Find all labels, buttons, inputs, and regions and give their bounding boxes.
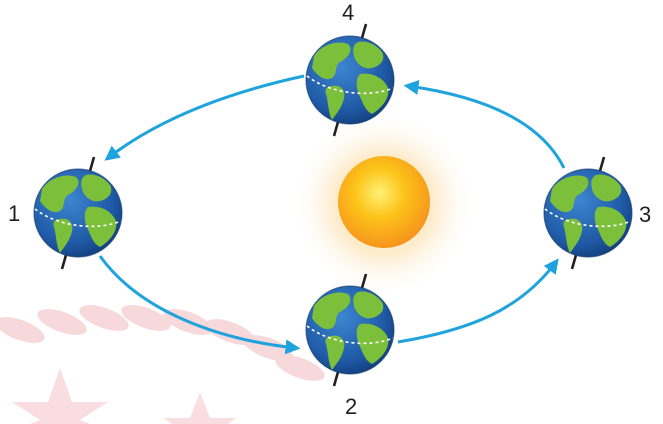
earth-globe-icon xyxy=(542,155,634,271)
watermark-star-left xyxy=(12,368,108,424)
position-label-4: 4 xyxy=(342,0,354,25)
watermark-star-right xyxy=(164,392,236,424)
orbit-arrows xyxy=(98,74,566,355)
earth-position-2: 2 xyxy=(304,272,396,419)
watermark xyxy=(0,305,325,424)
orbit-arrow-2-to-3 xyxy=(397,258,559,344)
position-label-2: 2 xyxy=(345,394,357,419)
orbit-arrow-4-to-1 xyxy=(104,74,305,161)
orbit-arrow-1-to-2 xyxy=(98,255,301,355)
earth-globe-icon xyxy=(32,155,124,271)
watermark-rope xyxy=(0,305,325,381)
position-label-1: 1 xyxy=(8,201,20,226)
orbit-arrow-3-to-4 xyxy=(403,80,566,169)
earth-position-3: 3 xyxy=(542,155,651,271)
earth-position-4: 4 xyxy=(304,0,396,138)
earth-position-1: 1 xyxy=(8,155,124,271)
position-label-3: 3 xyxy=(639,202,651,227)
sun-icon xyxy=(292,112,476,296)
